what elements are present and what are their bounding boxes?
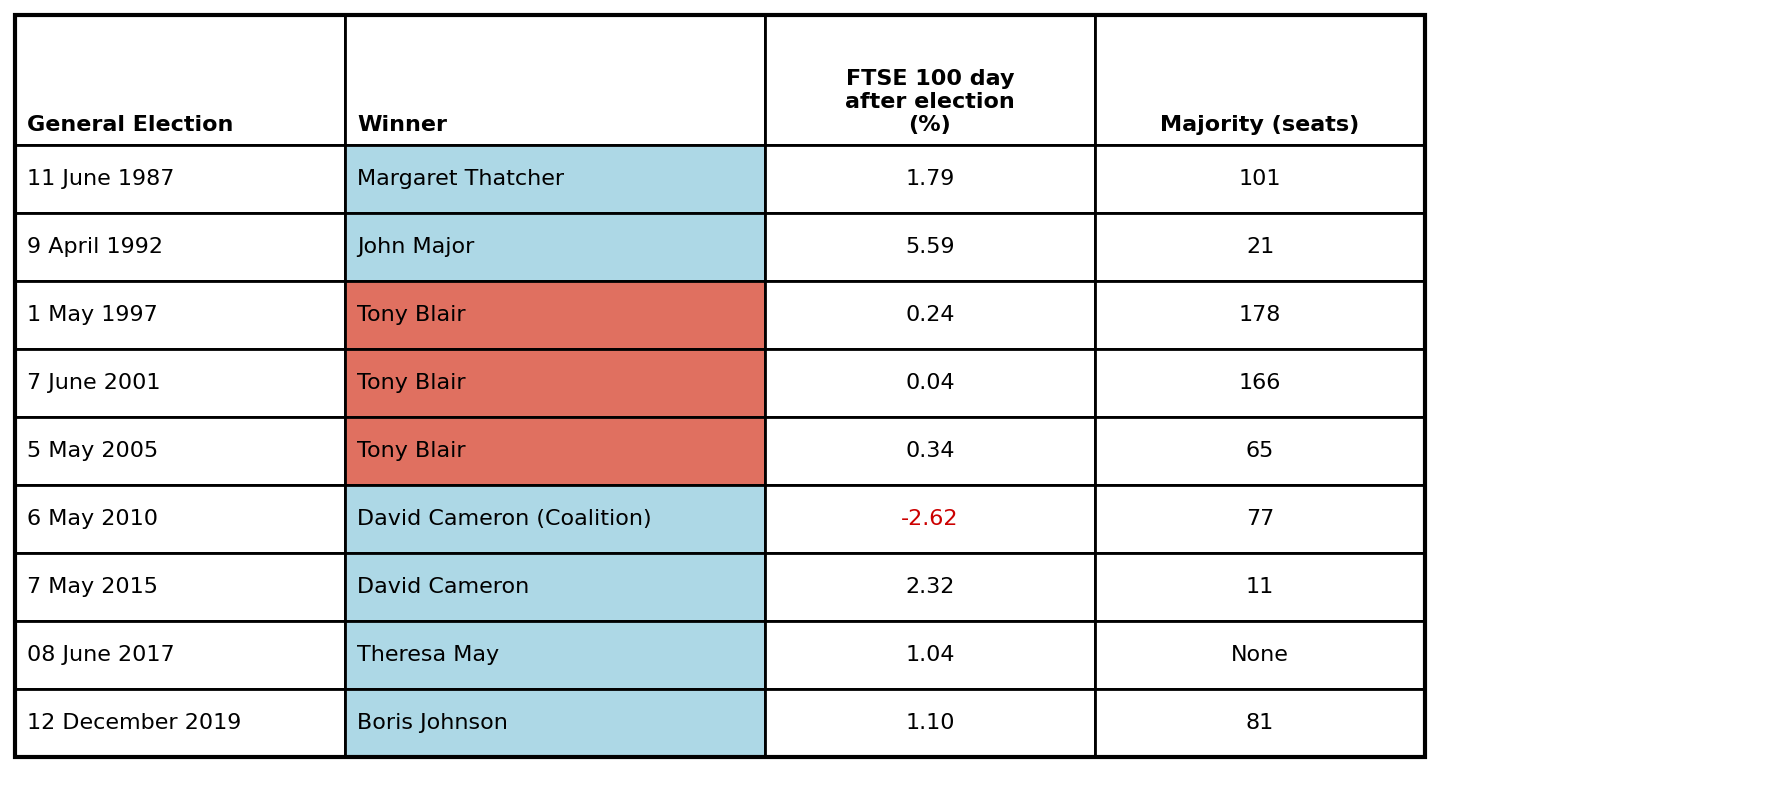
Bar <box>14 349 345 417</box>
Text: 12 December 2019: 12 December 2019 <box>27 713 242 733</box>
Bar <box>14 145 345 213</box>
Text: 11 June 1987: 11 June 1987 <box>27 169 175 189</box>
Text: Tony Blair: Tony Blair <box>357 373 465 393</box>
Bar <box>766 621 1094 689</box>
Text: John Major: John Major <box>357 237 474 257</box>
Bar <box>766 553 1094 621</box>
Text: Boris Johnson: Boris Johnson <box>357 713 507 733</box>
Bar <box>766 689 1094 757</box>
Bar <box>345 689 766 757</box>
Text: David Cameron (Coalition): David Cameron (Coalition) <box>357 509 652 529</box>
Bar <box>345 15 766 145</box>
Bar <box>1094 145 1425 213</box>
Text: 101: 101 <box>1239 169 1282 189</box>
Bar <box>345 417 766 485</box>
Text: 1.10: 1.10 <box>905 713 955 733</box>
Bar <box>345 621 766 689</box>
Text: 7 June 2001: 7 June 2001 <box>27 373 161 393</box>
Bar <box>345 281 766 349</box>
Bar <box>766 281 1094 349</box>
Text: Tony Blair: Tony Blair <box>357 441 465 461</box>
Bar <box>1094 689 1425 757</box>
Bar <box>766 145 1094 213</box>
Text: Winner: Winner <box>357 115 447 135</box>
Text: 166: 166 <box>1239 373 1282 393</box>
Bar <box>766 15 1094 145</box>
Bar <box>14 553 345 621</box>
Bar <box>345 213 766 281</box>
Text: 7 May 2015: 7 May 2015 <box>27 577 157 597</box>
Text: Tony Blair: Tony Blair <box>357 305 465 325</box>
Text: 11: 11 <box>1246 577 1275 597</box>
Bar <box>345 349 766 417</box>
Text: 2.32: 2.32 <box>905 577 955 597</box>
Text: Theresa May: Theresa May <box>357 645 499 665</box>
Bar <box>766 213 1094 281</box>
Bar <box>14 15 345 145</box>
Text: 0.04: 0.04 <box>905 373 955 393</box>
Text: Majority (seats): Majority (seats) <box>1160 115 1360 135</box>
Text: 0.34: 0.34 <box>905 441 955 461</box>
Text: 178: 178 <box>1239 305 1282 325</box>
Bar <box>14 213 345 281</box>
Bar <box>1094 417 1425 485</box>
Text: 5 May 2005: 5 May 2005 <box>27 441 159 461</box>
Text: 6 May 2010: 6 May 2010 <box>27 509 157 529</box>
Bar <box>345 485 766 553</box>
Text: 1 May 1997: 1 May 1997 <box>27 305 157 325</box>
Bar <box>766 417 1094 485</box>
Bar <box>1094 15 1425 145</box>
Text: Margaret Thatcher: Margaret Thatcher <box>357 169 564 189</box>
Text: 77: 77 <box>1246 509 1275 529</box>
Bar <box>14 689 345 757</box>
Text: 9 April 1992: 9 April 1992 <box>27 237 163 257</box>
Bar <box>345 145 766 213</box>
Bar <box>1094 621 1425 689</box>
Bar <box>14 621 345 689</box>
Bar <box>766 349 1094 417</box>
Bar <box>1094 213 1425 281</box>
Text: 5.59: 5.59 <box>905 237 955 257</box>
Bar <box>14 485 345 553</box>
Text: None: None <box>1231 645 1289 665</box>
Bar <box>14 15 1425 757</box>
Bar <box>14 281 345 349</box>
Text: FTSE 100 day
after election
(%): FTSE 100 day after election (%) <box>845 69 1015 135</box>
Text: 21: 21 <box>1246 237 1275 257</box>
Bar <box>1094 485 1425 553</box>
Text: General Election: General Election <box>27 115 233 135</box>
Text: David Cameron: David Cameron <box>357 577 529 597</box>
Bar <box>14 417 345 485</box>
Text: 08 June 2017: 08 June 2017 <box>27 645 175 665</box>
Text: 0.24: 0.24 <box>905 305 955 325</box>
Bar <box>1094 553 1425 621</box>
Bar <box>766 485 1094 553</box>
Bar <box>1094 349 1425 417</box>
Text: 65: 65 <box>1246 441 1275 461</box>
Text: 1.79: 1.79 <box>905 169 955 189</box>
Text: 1.04: 1.04 <box>905 645 955 665</box>
Text: -2.62: -2.62 <box>902 509 958 529</box>
Text: 81: 81 <box>1246 713 1275 733</box>
Bar <box>1094 281 1425 349</box>
Bar <box>345 553 766 621</box>
